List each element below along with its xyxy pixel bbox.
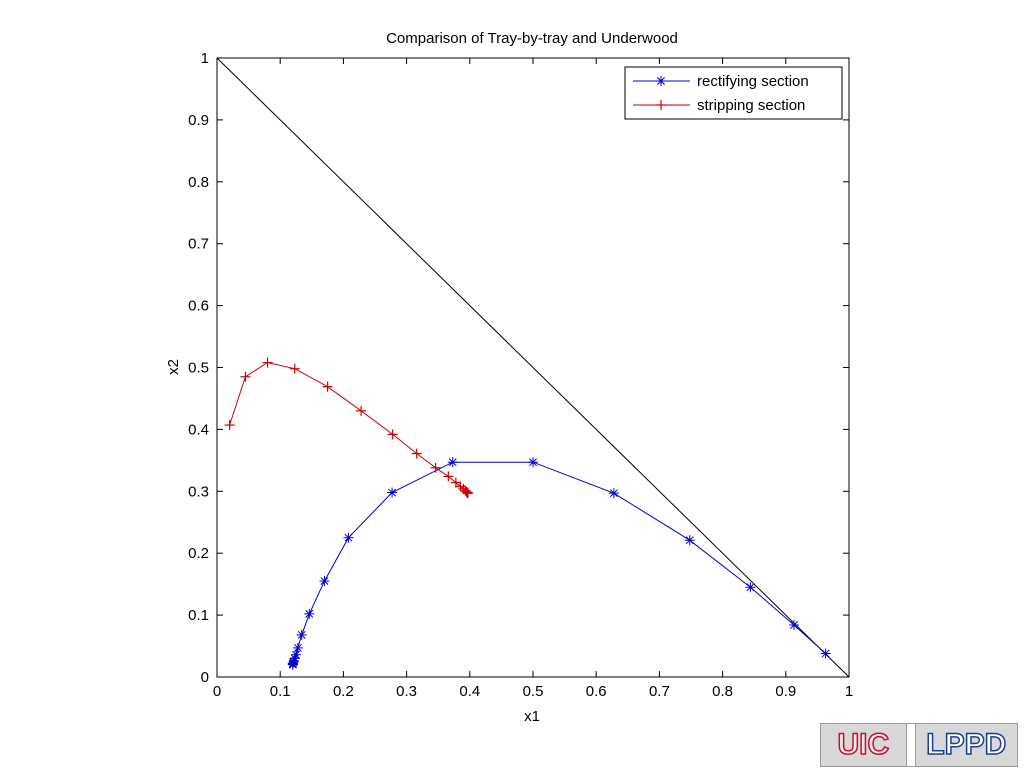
stripping-section-point (460, 485, 471, 496)
y-tick-label: 0.1 (188, 607, 209, 624)
y-tick-label: 0.9 (188, 112, 209, 129)
rectifying-section-point (608, 488, 619, 499)
rectifying-section-point (789, 620, 800, 631)
y-tick-label: 1 (201, 50, 209, 67)
x-tick-label: 0.4 (459, 683, 480, 700)
rectifying-section-point (820, 648, 831, 659)
chart-title: Comparison of Tray-by-tray and Underwood (386, 30, 678, 47)
x-tick-label: 0 (213, 683, 221, 700)
stripping-section-point (462, 488, 473, 499)
x-tick-label: 1 (845, 683, 853, 700)
x-tick-label: 0.5 (523, 683, 544, 700)
x-tick-label: 0.6 (586, 683, 607, 700)
legend: rectifying section stripping section (624, 66, 843, 120)
stripping-section-point (443, 471, 454, 482)
data-series (224, 357, 831, 670)
diagonal-line (216, 57, 850, 678)
uic-lppd-logo: UIC LPPD (820, 723, 1018, 767)
rectifying-section-point (745, 582, 756, 593)
x-tick-label: 0.7 (649, 683, 670, 700)
rectifying-section-point (287, 659, 298, 670)
y-tick-label: 0.5 (188, 360, 209, 377)
y-tick-label: 0.2 (188, 545, 209, 562)
logo-divider (905, 724, 916, 766)
rectifying-section-point (447, 457, 458, 468)
rectifying-section-point (319, 576, 330, 587)
rectifying-section-point (343, 532, 354, 543)
x-tick-label: 0.9 (775, 683, 796, 700)
stripping-section-point (461, 486, 472, 497)
x-tick-label: 0.8 (712, 683, 733, 700)
stripping-section-point (462, 487, 473, 498)
legend-item-rectifying-section: rectifying section (633, 73, 809, 90)
axis-ticks: 0 0.1 0.2 0.3 0.4 0.5 0.6 0.7 0.8 0.9 1 0 0.1 0.2 0.3 0… (188, 50, 853, 700)
logo-lppd-text: LPPD (926, 727, 1008, 762)
logo-uic-text: UIC (837, 727, 890, 762)
stripping-section-point (262, 357, 273, 368)
rectifying-section-point (292, 642, 303, 653)
y-tick-label: 0.6 (188, 298, 209, 315)
stripping-section-point (240, 371, 251, 382)
y-tick-label: 0.3 (188, 483, 209, 500)
legend-label: rectifying section (697, 73, 809, 90)
stripping-section-point (289, 363, 300, 374)
stripping-section-point (411, 448, 422, 459)
rectifying-section-point (387, 487, 398, 498)
legend-marker (656, 76, 666, 86)
x-tick-label: 0.2 (333, 683, 354, 700)
stripping-section-point (387, 429, 398, 440)
legend-box (624, 66, 843, 120)
rectifying-section-point (684, 535, 695, 546)
reference-line (216, 57, 850, 678)
stripping-section-point (430, 462, 441, 473)
x-tick-label: 0.3 (396, 683, 417, 700)
y-tick-label: 0.4 (188, 421, 209, 438)
x-tick-label: 0.1 (270, 683, 291, 700)
rectifying-section-point (296, 629, 307, 640)
y-tick-label: 0.7 (188, 236, 209, 253)
y-tick-label: 0 (201, 669, 209, 686)
y-axis-label: x2 (165, 359, 182, 375)
rectifying-section-point (304, 608, 315, 619)
rectifying-section-point (528, 457, 538, 468)
stripping-section-point (322, 381, 333, 392)
legend-label: stripping section (697, 97, 805, 114)
x-axis-label: x1 (524, 708, 540, 725)
stripping-section-point (224, 420, 235, 431)
legend-item-stripping-section: stripping section (633, 97, 805, 114)
stripping-section-point (356, 405, 367, 416)
y-tick-label: 0.8 (188, 174, 209, 191)
legend-marker (656, 100, 666, 110)
